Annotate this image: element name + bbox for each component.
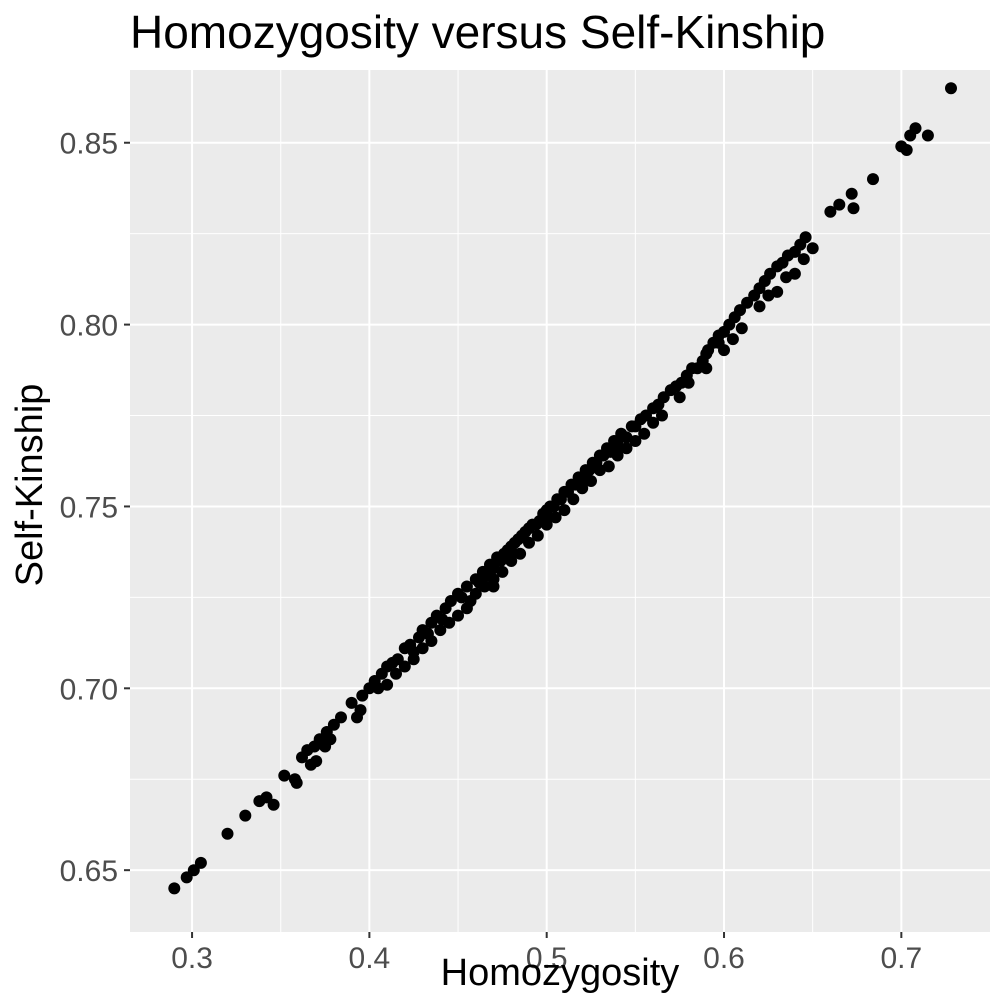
data-point xyxy=(425,635,438,647)
data-point xyxy=(434,624,447,637)
x-tick-label: 0.4 xyxy=(349,942,391,975)
data-point xyxy=(620,442,633,455)
data-point xyxy=(549,511,562,524)
data-point xyxy=(416,642,429,655)
data-point xyxy=(354,704,367,717)
data-point xyxy=(278,769,291,782)
data-point xyxy=(478,580,491,593)
data-point xyxy=(496,565,509,578)
data-point xyxy=(335,711,347,724)
data-point xyxy=(753,300,766,313)
data-point xyxy=(469,587,482,600)
data-point xyxy=(540,511,553,524)
data-point xyxy=(762,289,775,302)
data-point xyxy=(576,475,589,487)
data-point xyxy=(558,504,571,517)
data-point xyxy=(638,427,651,440)
y-axis-ticks: 0.65 0.70 0.75 0.80 0.85 xyxy=(60,128,130,888)
data-point xyxy=(567,493,580,506)
grid-lines xyxy=(130,70,990,932)
data-point xyxy=(345,696,358,709)
x-tick-label: 0.3 xyxy=(171,942,213,975)
chart-title: Homozygosity versus Self-Kinship xyxy=(130,6,825,58)
data-point xyxy=(647,416,660,429)
data-point xyxy=(194,856,207,869)
data-point xyxy=(407,653,420,666)
x-tick-label: 0.7 xyxy=(880,942,922,975)
y-tick-label: 0.85 xyxy=(60,128,118,161)
data-point xyxy=(921,129,934,142)
data-point xyxy=(611,442,624,455)
data-point xyxy=(629,435,642,447)
data-point xyxy=(799,231,812,244)
data-point xyxy=(168,882,181,895)
data-point xyxy=(372,682,385,695)
data-point xyxy=(847,202,860,215)
data-point xyxy=(656,409,668,422)
data-point xyxy=(487,580,500,593)
data-point xyxy=(593,464,606,477)
data-points xyxy=(168,82,957,895)
data-point xyxy=(585,475,597,487)
data-point xyxy=(290,776,303,789)
data-point xyxy=(310,755,323,768)
data-point xyxy=(700,362,713,375)
data-point xyxy=(867,173,879,186)
data-point xyxy=(514,547,527,560)
data-point xyxy=(682,376,695,389)
data-point xyxy=(460,580,473,593)
data-point xyxy=(443,616,456,629)
x-tick-label: 0.5 xyxy=(526,942,568,975)
data-point xyxy=(824,205,837,218)
x-axis-ticks: 0.3 0.4 0.5 0.6 0.7 xyxy=(171,932,922,975)
y-tick-label: 0.75 xyxy=(60,491,118,524)
data-point xyxy=(900,144,913,156)
data-point xyxy=(673,391,686,404)
data-point xyxy=(531,529,544,542)
x-axis-title: Homozygosity xyxy=(441,952,680,994)
y-tick-label: 0.80 xyxy=(60,310,118,343)
data-point xyxy=(398,660,411,673)
data-point xyxy=(909,122,922,135)
data-point xyxy=(460,602,473,615)
data-point xyxy=(221,827,234,840)
x-tick-label: 0.6 xyxy=(703,942,745,975)
data-point xyxy=(505,547,518,560)
data-point xyxy=(833,198,846,211)
data-point xyxy=(523,536,535,549)
data-point xyxy=(390,667,402,680)
data-point xyxy=(806,242,819,255)
data-point xyxy=(700,347,713,360)
y-tick-label: 0.65 xyxy=(60,855,118,888)
data-point xyxy=(239,809,252,822)
data-point xyxy=(452,609,464,622)
data-point xyxy=(945,82,957,95)
data-point xyxy=(780,271,793,284)
y-tick-label: 0.70 xyxy=(60,673,118,706)
y-axis-title: Self-Kinship xyxy=(9,384,51,587)
data-point xyxy=(845,187,858,200)
data-point xyxy=(712,336,725,349)
data-point xyxy=(726,333,739,346)
data-point xyxy=(797,253,810,266)
data-point xyxy=(735,322,748,335)
data-point xyxy=(267,798,280,811)
data-point xyxy=(319,740,332,753)
